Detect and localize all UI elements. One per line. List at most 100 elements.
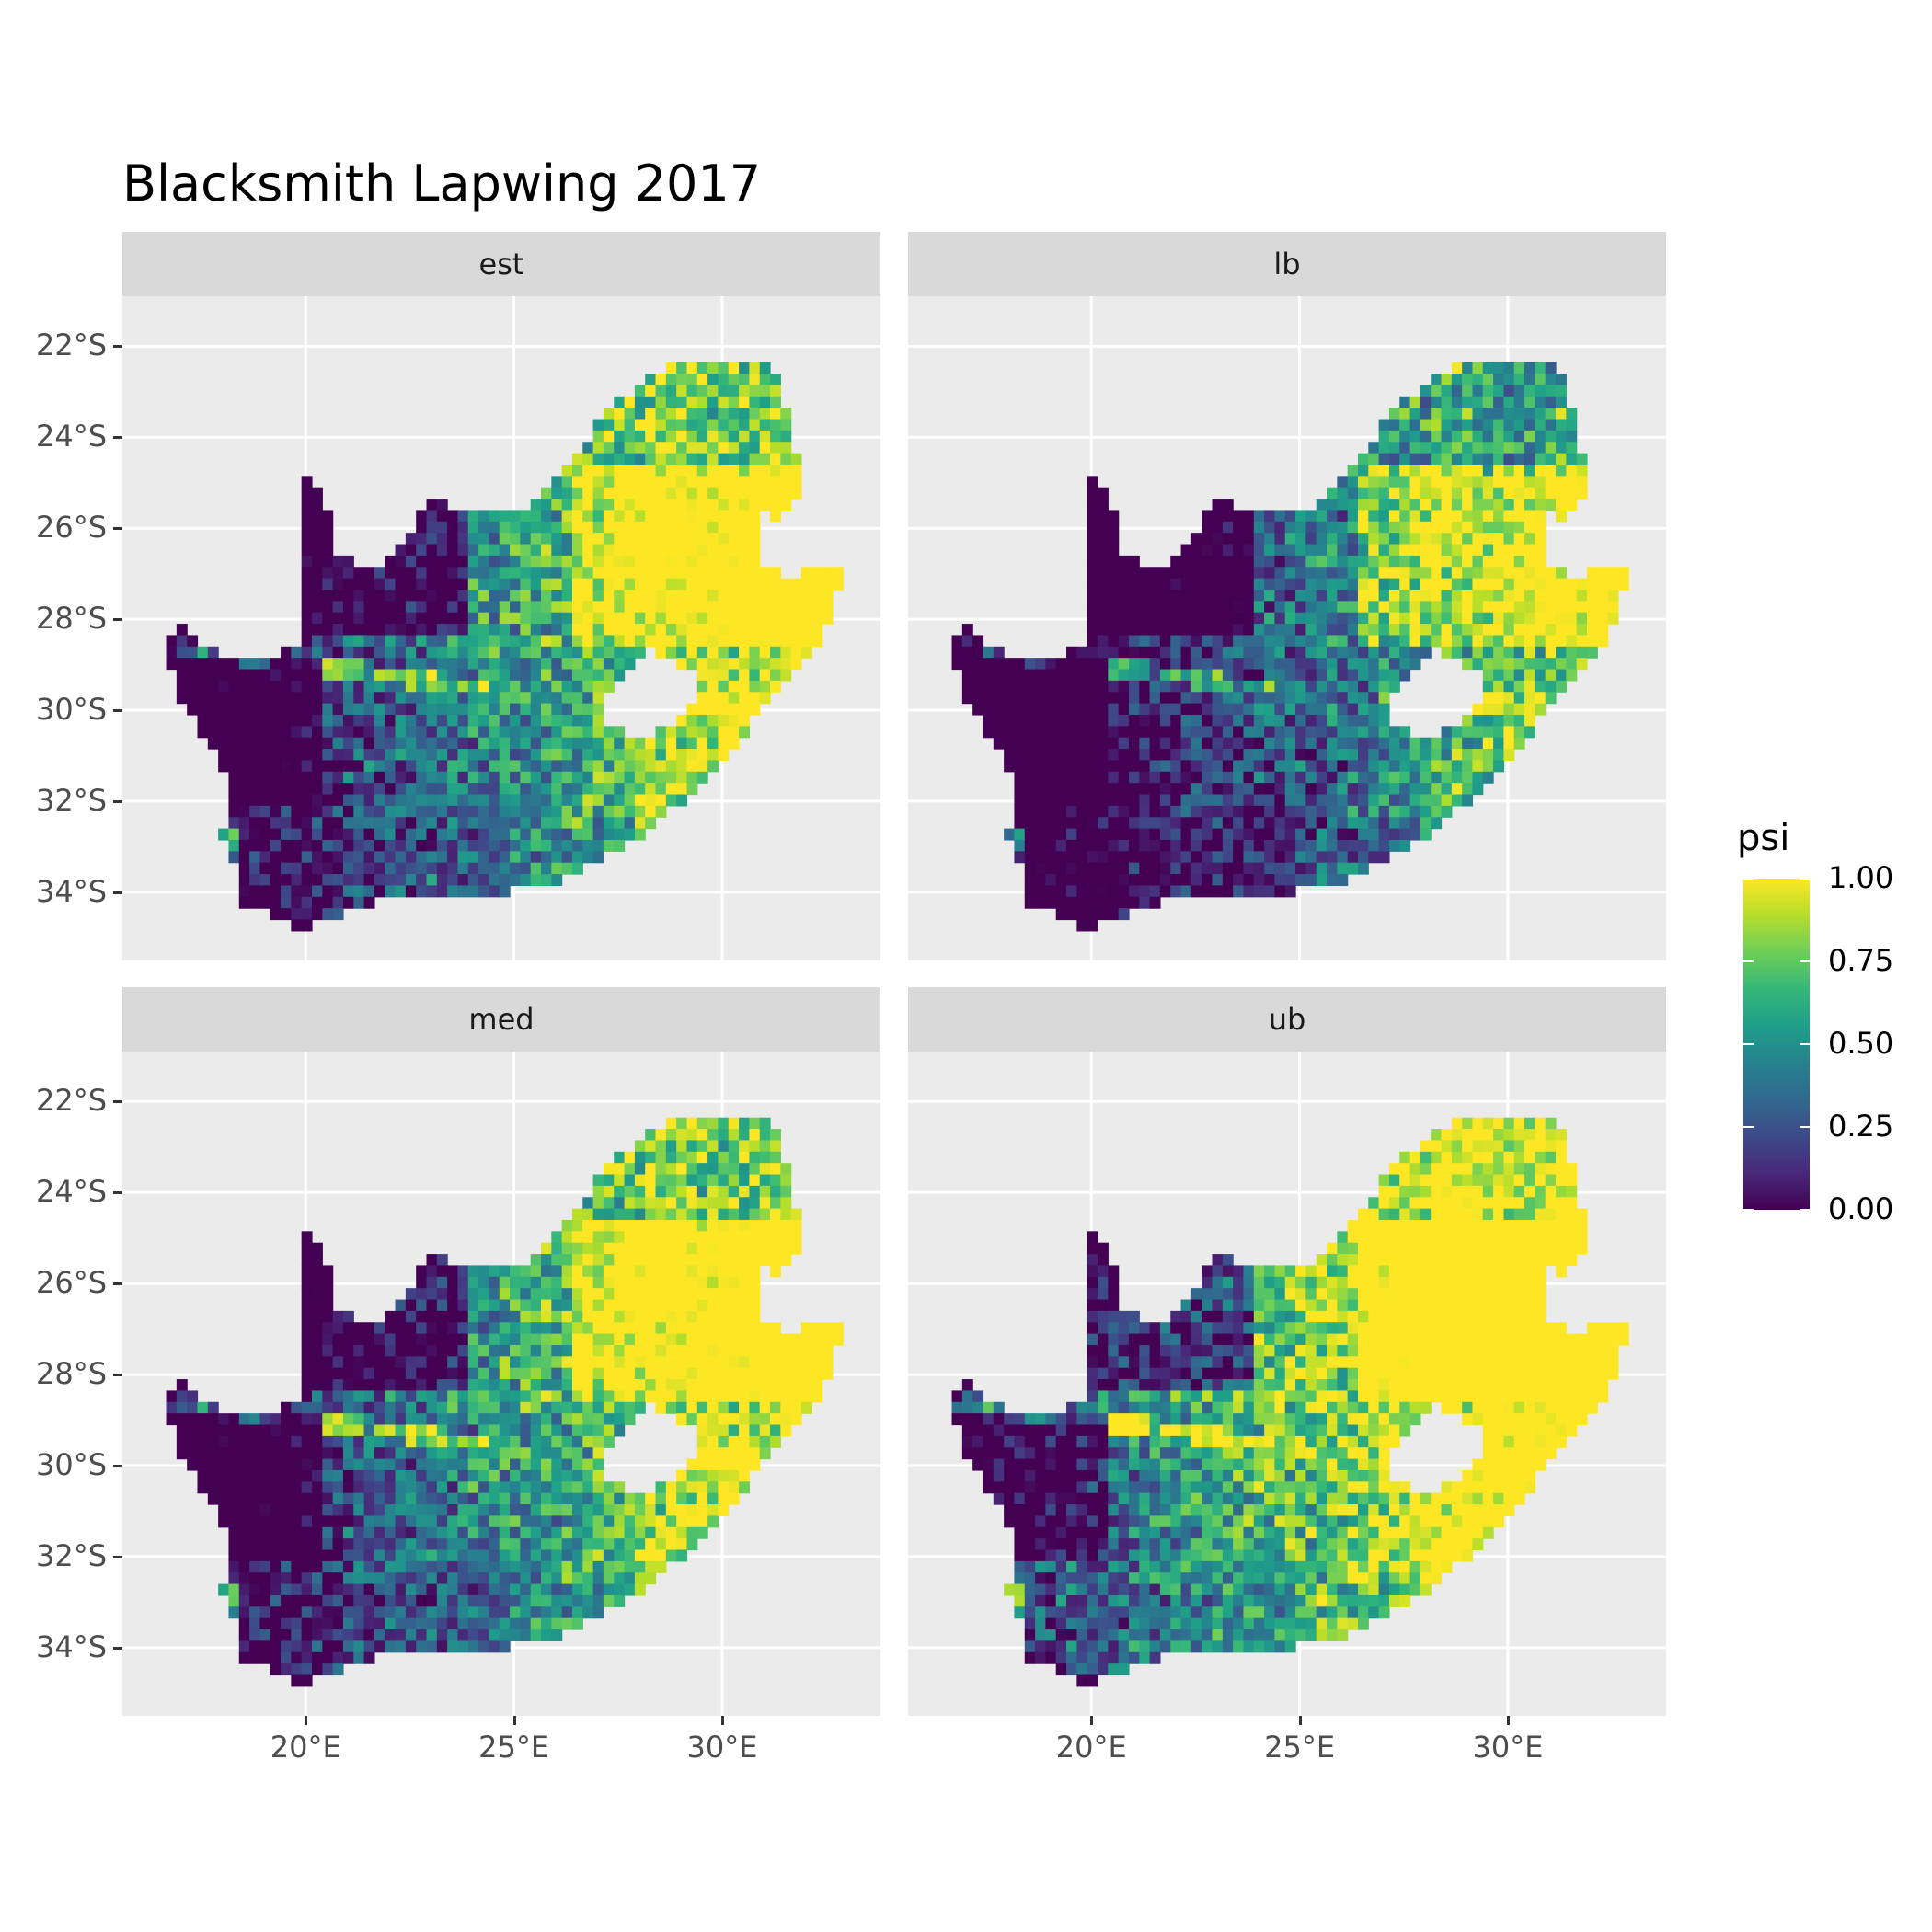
raster-cell: [1222, 805, 1234, 818]
raster-cell: [467, 567, 479, 580]
raster-cell: [1024, 851, 1036, 864]
raster-cell: [1139, 737, 1151, 750]
raster-cell: [1576, 589, 1588, 602]
raster-cell: [655, 396, 667, 408]
raster-cell: [259, 1469, 271, 1482]
raster-cell: [312, 794, 323, 807]
raster-cell: [592, 544, 604, 557]
raster-cell: [1451, 794, 1463, 807]
raster-cell: [1243, 612, 1255, 625]
raster-cell: [281, 714, 292, 727]
raster-cell: [405, 1538, 417, 1551]
raster-cell: [790, 601, 802, 614]
raster-cell: [322, 1469, 334, 1482]
raster-cell: [1431, 589, 1443, 602]
raster-cell: [436, 862, 448, 875]
raster-cell: [1493, 442, 1505, 454]
raster-cell: [1378, 533, 1390, 546]
raster-cell: [259, 1583, 271, 1596]
raster-cell: [1139, 601, 1151, 614]
raster-cell: [322, 1504, 334, 1517]
raster-cell: [1274, 544, 1286, 557]
raster-cell: [1513, 589, 1525, 602]
raster-cell: [457, 1504, 469, 1517]
raster-cell: [1118, 771, 1130, 784]
raster-cell: [342, 1549, 354, 1562]
raster-cell: [1327, 612, 1338, 625]
raster-cell: [1264, 828, 1276, 841]
raster-cell: [551, 646, 563, 659]
raster-cell: [385, 1367, 397, 1380]
raster-cell: [571, 726, 583, 739]
raster-cell: [238, 1560, 250, 1573]
raster-cell: [1149, 714, 1161, 727]
raster-cell: [1055, 896, 1067, 909]
raster-cell: [1212, 646, 1224, 659]
raster-cell: [436, 1424, 448, 1437]
raster-cell: [385, 839, 397, 852]
raster-cell: [363, 1617, 375, 1630]
raster-cell: [571, 839, 583, 852]
raster-cell: [592, 839, 604, 852]
raster-cell: [1513, 646, 1525, 659]
raster-cell: [530, 635, 542, 648]
raster-cell: [728, 533, 740, 546]
raster-cell: [1149, 817, 1161, 830]
raster-cell: [322, 533, 334, 546]
raster-cell: [1357, 601, 1369, 614]
raster-cell: [1472, 408, 1484, 420]
raster-cell: [530, 1401, 542, 1414]
raster-cell: [374, 1447, 385, 1460]
raster-cell: [571, 1390, 583, 1403]
raster-cell: [259, 1504, 271, 1517]
raster-cell: [353, 1492, 365, 1505]
raster-cell: [395, 703, 407, 716]
raster-cell: [1441, 374, 1453, 386]
raster-cell: [614, 408, 626, 420]
raster-cell: [1357, 521, 1369, 534]
raster-cell: [312, 1322, 323, 1335]
raster-cell: [759, 601, 771, 614]
raster-cell: [1337, 612, 1349, 625]
raster-cell: [1222, 828, 1234, 841]
raster-cell: [1347, 862, 1359, 875]
raster-cell: [592, 726, 604, 739]
raster-cell: [447, 510, 459, 523]
raster-cell: [1087, 749, 1098, 762]
raster-cell: [1409, 578, 1421, 591]
raster-cell: [457, 1447, 469, 1460]
raster-cell: [499, 817, 511, 830]
raster-cell: [728, 714, 740, 727]
raster-cell: [457, 612, 469, 625]
raster-cell: [961, 658, 973, 671]
raster-cell: [1076, 851, 1088, 864]
raster-cell: [1347, 555, 1359, 568]
raster-cell: [1388, 794, 1400, 807]
raster-cell: [489, 851, 500, 864]
raster-cell: [1264, 578, 1276, 591]
raster-cell: [405, 658, 417, 671]
raster-cell: [489, 1276, 500, 1289]
raster-cell: [1305, 658, 1317, 671]
raster-cell: [1451, 783, 1463, 796]
raster-cell: [634, 783, 646, 796]
raster-cell: [301, 1560, 313, 1573]
raster-cell: [571, 453, 583, 466]
raster-cell: [1004, 726, 1016, 739]
raster-cell: [374, 1469, 385, 1482]
raster-cell: [718, 408, 730, 420]
raster-cell: [530, 862, 542, 875]
raster-cell: [1327, 669, 1338, 682]
raster-cell: [624, 1231, 636, 1244]
raster-cell: [676, 783, 688, 796]
raster-cell: [551, 612, 563, 625]
raster-cell: [478, 510, 490, 523]
raster-cell: [312, 908, 323, 921]
raster-cell: [707, 362, 719, 374]
raster-cell: [457, 1299, 469, 1312]
raster-cell: [770, 646, 781, 659]
raster-cell: [1462, 794, 1474, 807]
raster-cell: [478, 1526, 490, 1539]
raster-cell: [1264, 805, 1276, 818]
raster-cell: [426, 1367, 438, 1380]
